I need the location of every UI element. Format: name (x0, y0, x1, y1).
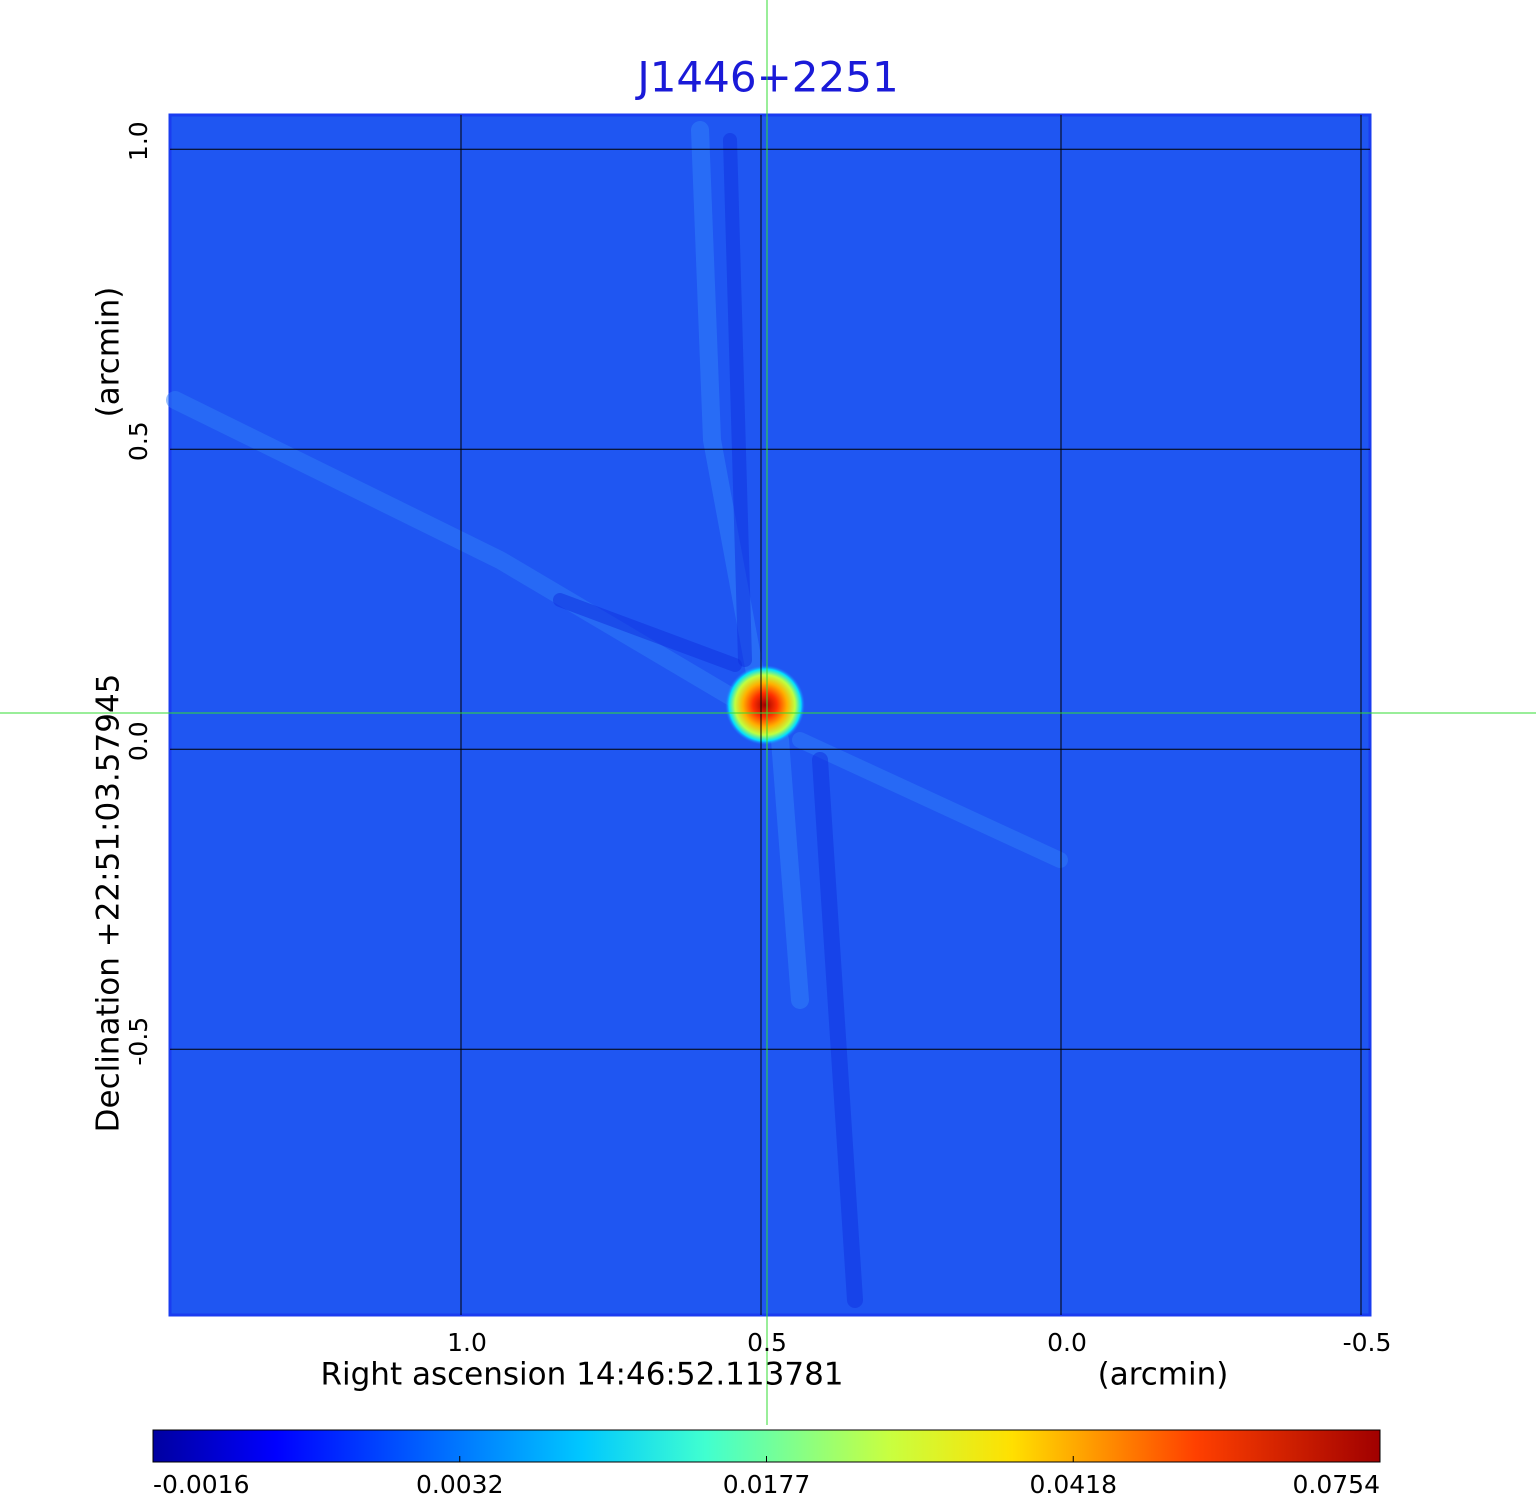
y-tick-label: 0.5 (124, 421, 153, 461)
source (725, 665, 805, 745)
colorbar-tick-label: 0.0032 (416, 1470, 503, 1499)
x-tick-label: -0.5 (1343, 1328, 1392, 1357)
colorbar-tick-label: 0.0754 (1293, 1470, 1380, 1499)
image (166, 113, 1372, 1317)
colorbar-tick-label: 0.0418 (1030, 1470, 1117, 1499)
y-axis-unit: (arcmin) (91, 287, 127, 418)
y-axis-label: Declination +22:51:03.57945 (91, 674, 127, 1133)
x-tick-label: 1.0 (447, 1328, 487, 1357)
colorbar-tick-label: 0.0177 (723, 1470, 810, 1499)
x-tick-label: 0.5 (747, 1328, 787, 1357)
y-tick-label: 1.0 (124, 121, 153, 161)
y-tick-label: -0.5 (124, 1017, 153, 1066)
grid (170, 115, 1370, 1315)
x-tick-label: 0.0 (1047, 1328, 1087, 1357)
sidelobes (166, 121, 1068, 1308)
x-axis-label: Right ascension 14:46:52.113781 (320, 1357, 843, 1393)
colorbar-tick-label: -0.0016 (153, 1470, 250, 1499)
x-axis-unit: (arcmin) (1098, 1357, 1229, 1393)
y-tick-label: 0.0 (124, 721, 153, 761)
